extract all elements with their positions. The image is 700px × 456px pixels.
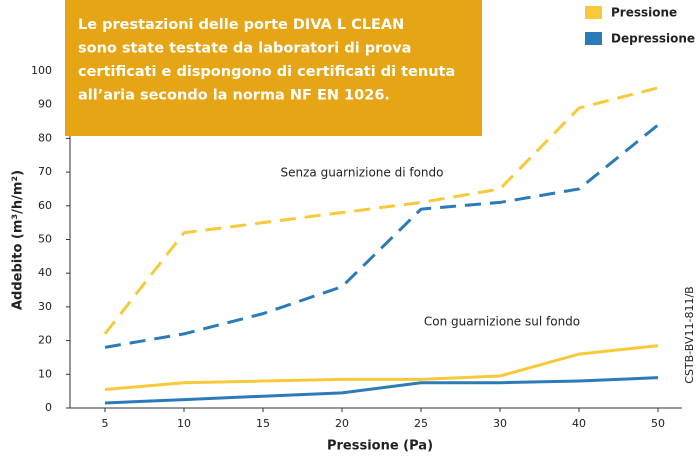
- info-text: Le prestazioni delle porte DIVA L CLEAN: [78, 17, 404, 33]
- line: [103, 86, 659, 335]
- x-tick-label: 15: [256, 417, 270, 430]
- line: [104, 344, 659, 391]
- x-tick-label: 10: [177, 417, 191, 430]
- y-tick-label: 90: [38, 98, 52, 111]
- info-box: [65, 0, 482, 136]
- info-text: sono state testate da laboratori di prov…: [78, 41, 411, 57]
- y-tick-label: 0: [45, 401, 52, 414]
- y-tick-label: 100: [31, 64, 52, 77]
- legend-label: Depressione: [611, 32, 695, 46]
- y-tick-label: 80: [38, 131, 52, 144]
- x-tick-label: 50: [651, 417, 665, 430]
- line: [104, 123, 659, 349]
- x-tick-label: 40: [572, 417, 586, 430]
- x-tick-label: 5: [102, 417, 109, 430]
- legend-swatch: [585, 32, 602, 45]
- legend-label: Pressione: [611, 6, 677, 20]
- y-tick-label: 60: [38, 199, 52, 212]
- line: [104, 376, 659, 405]
- y-axis-label: Addebito (m³/h/m²): [11, 170, 26, 310]
- x-tick-label: 30: [493, 417, 507, 430]
- info-text: all’aria secondo la norma NF EN 1026.: [78, 88, 390, 104]
- x-axis-label: Pressione (Pa): [327, 439, 433, 454]
- y-tick-label: 10: [38, 367, 52, 380]
- annotation: Senza guarnizione di fondo: [281, 166, 444, 180]
- y-tick-label: 70: [38, 165, 52, 178]
- y-tick-label: 50: [38, 233, 52, 246]
- info-text: certificati e dispongono di certificati …: [78, 64, 455, 80]
- y-tick-label: 30: [38, 300, 52, 313]
- y-tick-label: 40: [38, 266, 52, 279]
- y-tick-label: 20: [38, 334, 52, 347]
- annotation: Con guarnizione sul fondo: [424, 315, 580, 329]
- annotation: CSTB-BV11-811/B: [683, 286, 696, 383]
- legend-swatch: [585, 6, 602, 19]
- x-tick-label: 25: [414, 417, 428, 430]
- x-tick-label: 20: [335, 417, 349, 430]
